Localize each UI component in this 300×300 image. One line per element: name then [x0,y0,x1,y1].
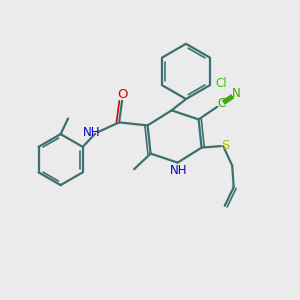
Text: N: N [232,87,241,100]
Text: C: C [217,97,226,110]
Text: O: O [117,88,127,101]
Text: NH: NH [83,126,101,139]
Text: Cl: Cl [215,77,227,90]
Text: NH: NH [169,164,187,178]
Text: S: S [221,139,230,152]
